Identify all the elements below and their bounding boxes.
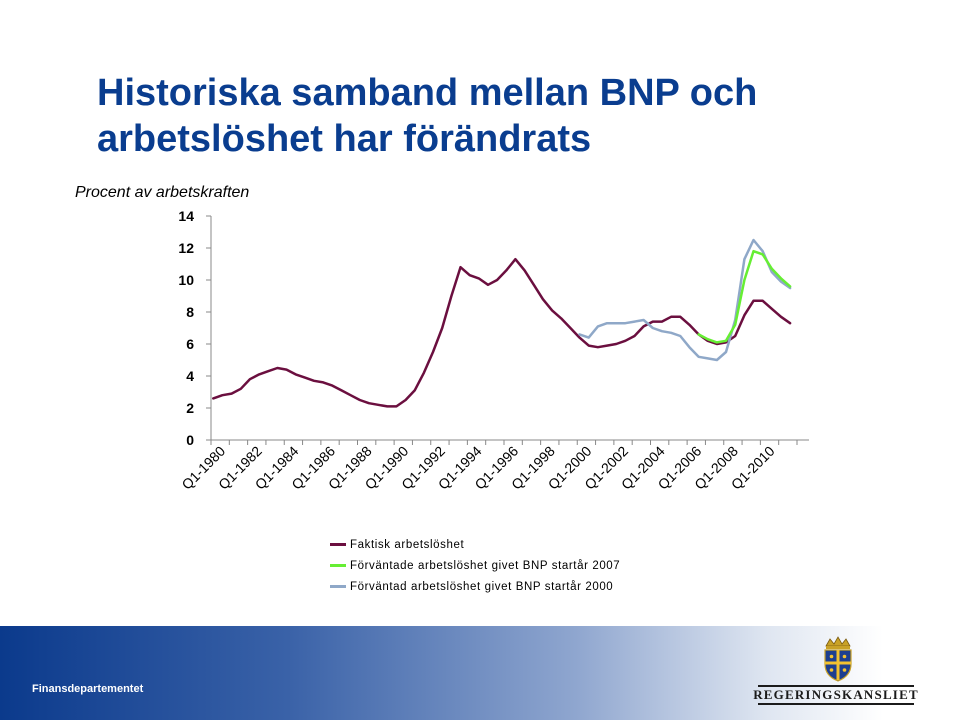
x-tick-labels: Q1-1980Q1-1982Q1-1984Q1-1986Q1-1988Q1-19… bbox=[178, 440, 798, 493]
series-line-0 bbox=[212, 257, 792, 408]
footer-band bbox=[0, 626, 960, 720]
legend-item-forvantade-2007: Förväntade arbetslöshet givet BNP startå… bbox=[330, 555, 620, 576]
legend-label-forvantad-2000: Förväntad arbetslöshet givet BNP startår… bbox=[350, 580, 614, 593]
regeringskansliet-logo: REGERINGSKANSLIET bbox=[753, 685, 918, 705]
series-line-1 bbox=[697, 249, 792, 344]
series-lines bbox=[212, 238, 792, 408]
y-tick-label: 2 bbox=[186, 400, 194, 416]
y-tick-label: 0 bbox=[186, 432, 194, 448]
y-tick-label: 10 bbox=[178, 272, 194, 288]
y-tick-labels: 0 2 4 6 8 10 12 14 bbox=[178, 208, 211, 448]
chart-legend: Faktisk arbetslöshet Förväntade arbetslö… bbox=[330, 534, 620, 597]
legend-swatch-forvantad-2000 bbox=[330, 585, 346, 588]
crown-crest-icon bbox=[824, 636, 852, 682]
legend-item-forvantad-2000: Förväntad arbetslöshet givet BNP startår… bbox=[330, 576, 620, 597]
line-chart: 0 2 4 6 8 10 12 14 Q1-1980Q1-1982Q1-1984Q1-1986… bbox=[178, 208, 809, 493]
slide-title: Historiska samband mellan BNP och arbets… bbox=[97, 72, 758, 160]
series-line-2 bbox=[578, 238, 792, 362]
y-tick-label: 8 bbox=[186, 304, 194, 320]
legend-swatch-faktisk bbox=[330, 543, 346, 546]
y-tick-label: 4 bbox=[186, 368, 194, 384]
y-tick-label: 14 bbox=[178, 208, 194, 224]
legend-item-faktisk: Faktisk arbetslöshet bbox=[330, 534, 620, 555]
y-tick-label: 12 bbox=[178, 240, 194, 256]
y-axis-unit-label: Procent av arbetskraften bbox=[75, 184, 250, 201]
legend-label-faktisk: Faktisk arbetslöshet bbox=[350, 538, 465, 551]
legend-swatch-forvantade-2007 bbox=[330, 564, 346, 567]
footer-department: Finansdepartementet bbox=[32, 683, 144, 695]
chart-axes bbox=[210, 216, 809, 441]
legend-label-forvantade-2007: Förväntade arbetslöshet givet BNP startå… bbox=[350, 559, 621, 572]
y-tick-label: 6 bbox=[186, 336, 194, 352]
